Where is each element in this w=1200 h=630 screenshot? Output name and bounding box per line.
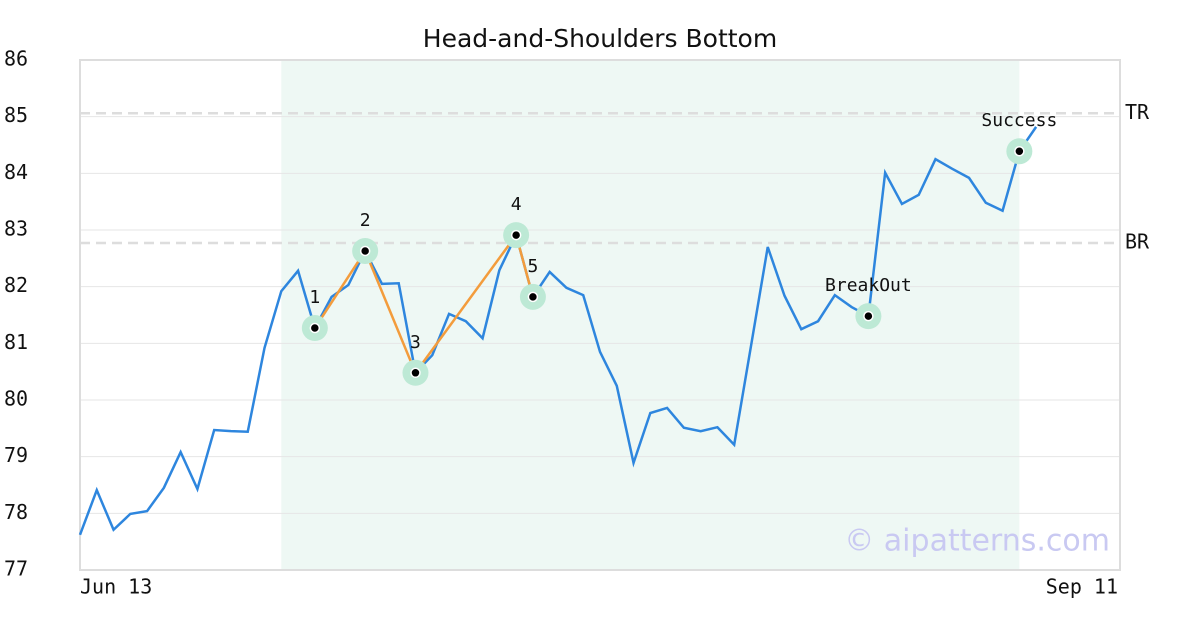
pattern-segment <box>313 250 367 329</box>
chart-title: Head-and-Shoulders Bottom <box>423 24 777 53</box>
x-tick-label: Jun 13 <box>80 575 152 599</box>
point-label: 4 <box>511 194 522 215</box>
point-label: 1 <box>309 287 320 308</box>
y-tick-label: 85 <box>4 103 28 127</box>
y-tick-label: 77 <box>4 557 28 581</box>
y-tick-label: 82 <box>4 273 28 297</box>
y-tick-label: 84 <box>4 160 28 184</box>
plot-frame <box>79 59 1121 571</box>
price-line <box>78 126 1038 536</box>
point-label: BreakOut <box>825 275 912 296</box>
point-dot <box>309 322 321 334</box>
x-tick-label: Sep 11 <box>1046 575 1118 599</box>
point-dot <box>510 229 522 241</box>
point-dot <box>863 310 874 322</box>
point-label: 2 <box>360 210 371 231</box>
y-tick-label: 81 <box>4 330 28 354</box>
y-tick-label: 80 <box>4 387 28 411</box>
point-label: Success <box>981 110 1057 131</box>
pattern-segment <box>364 250 417 374</box>
point-label: 5 <box>527 256 538 277</box>
y-tick-label: 79 <box>4 443 28 467</box>
y-tick-label: 78 <box>4 500 28 524</box>
pattern-segment <box>414 234 518 374</box>
point-dot <box>527 291 539 303</box>
y-tick-label: 83 <box>4 217 28 241</box>
watermark: © aipatterns.com <box>844 524 1110 559</box>
point-dot <box>410 367 421 379</box>
level-label: BR <box>1125 230 1150 254</box>
y-tick-label: 86 <box>4 47 28 71</box>
point-dot <box>359 245 371 257</box>
level-label: TR <box>1125 100 1150 124</box>
point-label: 3 <box>410 332 421 353</box>
point-dot <box>1014 145 1025 157</box>
